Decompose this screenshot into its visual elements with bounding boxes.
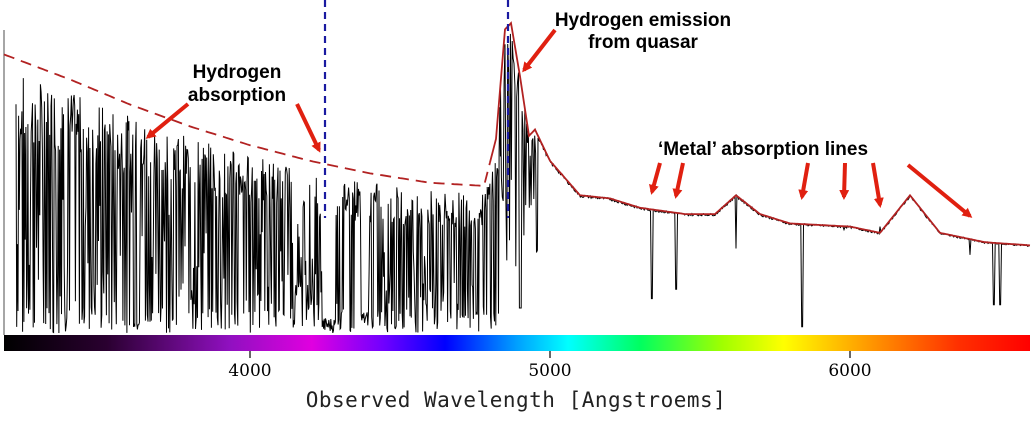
- markers-layer: [323, 0, 510, 218]
- arrow-metal-line-4: [871, 162, 884, 208]
- arrow-metal-line-1: [672, 162, 685, 199]
- arrow-layer: [145, 28, 973, 218]
- annotation-hydrogen-emission-line1: Hydrogen emission: [555, 10, 731, 31]
- x-tick-label-4000: 4000: [228, 361, 271, 381]
- arrow-hydrogen-emission: [522, 28, 557, 73]
- x-tick-label-6000: 6000: [828, 361, 871, 381]
- annotation-layer: Hydrogen absorption Hydrogen emission fr…: [188, 10, 868, 160]
- arrow-metal-line-0: [649, 162, 662, 195]
- arrow-hydrogen-absorption-right: [295, 103, 321, 153]
- x-axis-title: Observed Wavelength [Angstroems]: [306, 388, 727, 412]
- x-tick-label-5000: 5000: [528, 361, 571, 381]
- x-ticks: 4000 5000 6000: [228, 351, 872, 381]
- continuum-layer: [3, 21, 1031, 247]
- arrow-metal-line-3: [839, 162, 850, 200]
- annotation-hydrogen-absorption-line1: Hydrogen: [193, 62, 282, 83]
- continuum-fit-dashed: [3, 53, 491, 187]
- annotation-hydrogen-absorption-line2: absorption: [188, 85, 286, 106]
- arrow-hydrogen-absorption-left: [145, 102, 190, 139]
- continuum-fit-solid: [489, 21, 1031, 247]
- color-bar: [4, 335, 1030, 351]
- arrow-metal-line-2: [798, 162, 810, 200]
- annotation-metal-lines: ‘Metal’ absorption lines: [658, 139, 868, 160]
- arrow-metal-line-5: [906, 163, 973, 218]
- annotation-hydrogen-emission-line2: from quasar: [588, 32, 698, 53]
